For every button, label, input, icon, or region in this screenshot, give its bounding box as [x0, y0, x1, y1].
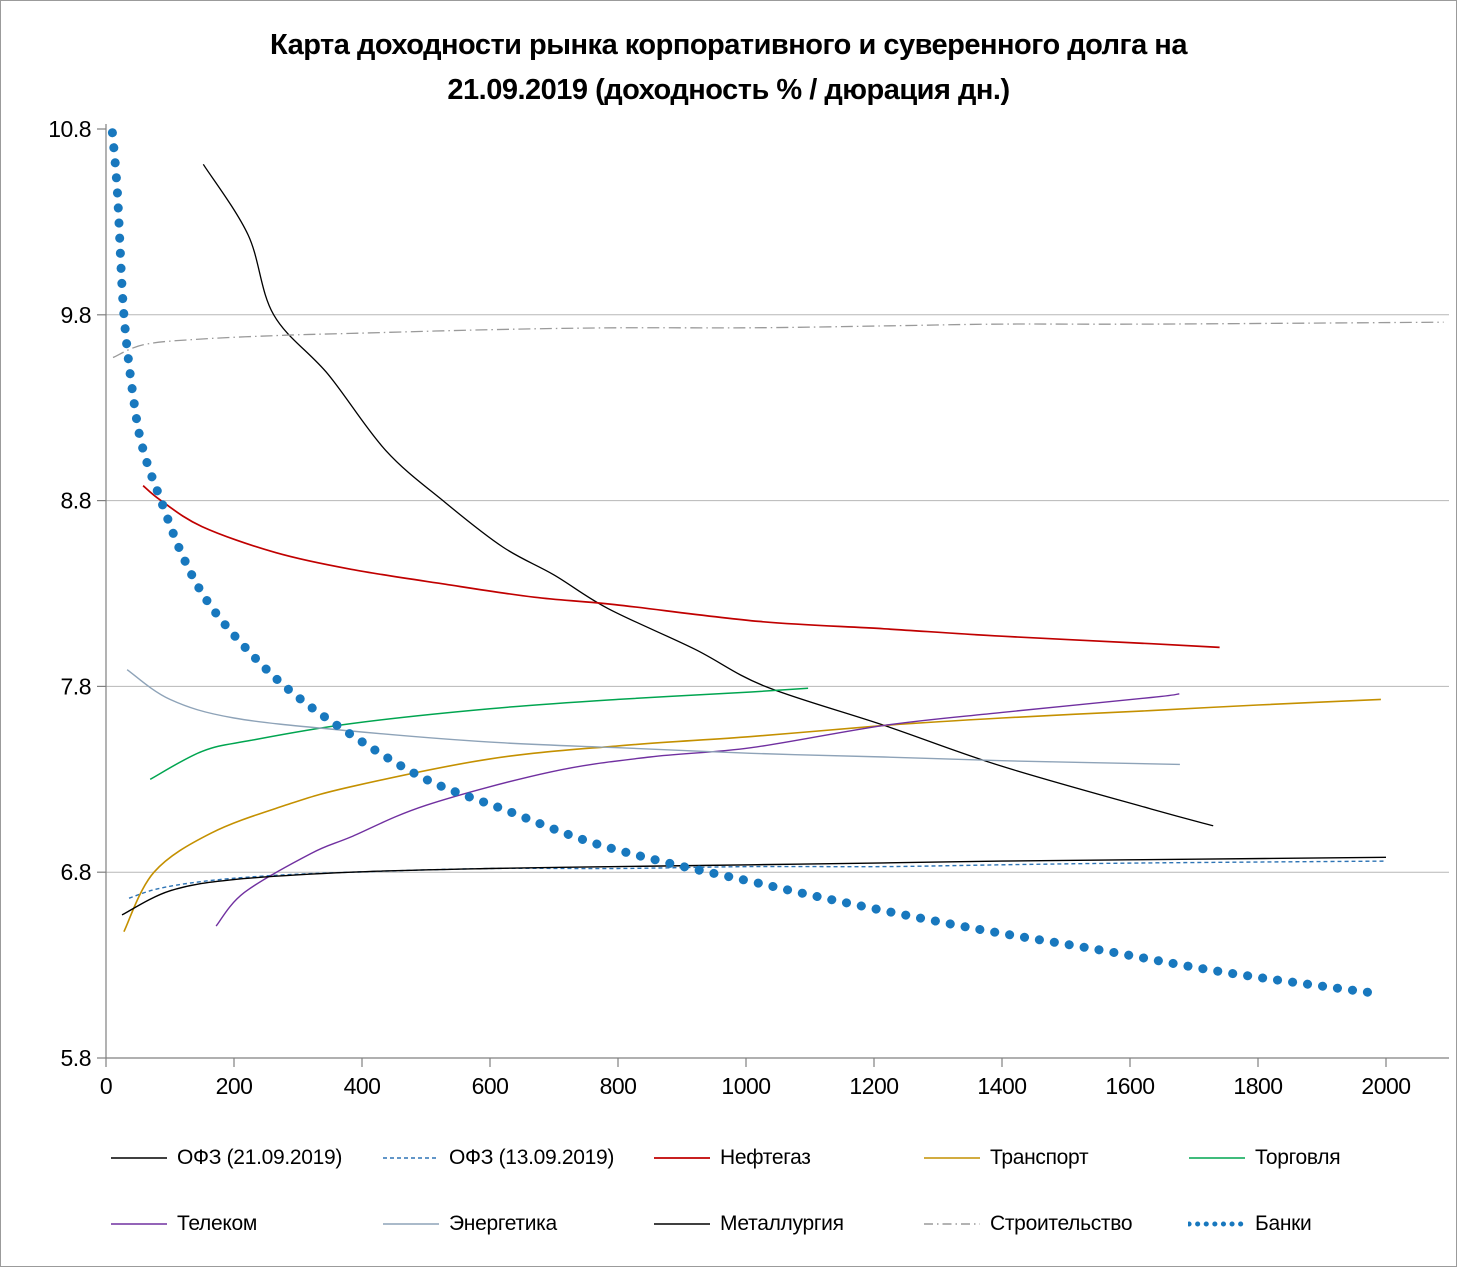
legend-swatch-telekom [111, 1223, 167, 1225]
legend-label-metallurgiya: Металлургия [720, 1212, 844, 1235]
legend-label-neftegaz: Нефтегаз [720, 1146, 811, 1169]
y-tick-label-5.8: 5.8 [61, 1045, 91, 1071]
x-tick-label-1800: 1800 [1233, 1073, 1282, 1099]
legend-swatch-ofz-13-09-2019 [383, 1157, 439, 1159]
legend-swatch-banki [1188, 1221, 1246, 1227]
x-tick-label-2000: 2000 [1361, 1073, 1410, 1099]
legend-item-ofz-21-09-2019: ОФЗ (21.09.2019) [110, 1143, 342, 1173]
legend-label-torgovlya: Торговля [1255, 1146, 1341, 1169]
legend-item-neftegaz: Нефтегаз [653, 1143, 811, 1173]
series-line-neftegaz [142, 485, 1220, 649]
series-line-banki [107, 128, 1378, 998]
series-line-transport [123, 698, 1381, 933]
series-line-stroitelstvo [112, 321, 1444, 359]
legend-row-2: Телеком Энергетика Металлургия Строительств… [1, 1209, 1456, 1239]
legend-item-energetika: Энергетика [382, 1209, 557, 1239]
series-line-ofz-21-09-2019 [202, 163, 1214, 827]
legend-label-ofz-13-09-2019: ОФЗ (13.09.2019) [449, 1146, 615, 1169]
series-line-telekom [215, 693, 1180, 927]
y-tick-label-9.8: 9.8 [61, 302, 91, 328]
x-tick-label-1200: 1200 [849, 1073, 898, 1099]
y-tick-label-10.8: 10.8 [48, 116, 91, 142]
legend-item-banki: Банки [1188, 1209, 1312, 1239]
y-tick-label-7.8: 7.8 [61, 673, 91, 699]
chart-title-line-2: 21.09.2019 (доходность % / дюрация дн.) [447, 74, 1010, 106]
legend-item-stroitelstvo: Строительство [923, 1209, 1133, 1239]
legend-label-telekom: Телеком [177, 1212, 258, 1235]
legend-swatch-transport [924, 1157, 980, 1159]
legend-swatch-stroitelstvo [924, 1223, 980, 1225]
legend-item-telekom: Телеком [110, 1209, 257, 1239]
series-line-energetika [126, 669, 1180, 766]
legend-swatch-metallurgiya [654, 1223, 710, 1225]
x-tick-label-1000: 1000 [721, 1073, 770, 1099]
legend-label-ofz-21-09-2019: ОФЗ (21.09.2019) [177, 1146, 343, 1169]
legend-swatch-ofz-21-09-2019 [111, 1157, 167, 1159]
legend-item-torgovlya: Торговля [1188, 1143, 1341, 1173]
x-tick-label-1400: 1400 [977, 1073, 1026, 1099]
legend-item-ofz-13-09-2019: ОФЗ (13.09.2019) [382, 1143, 614, 1173]
chart-title-line-1: Карта доходности рынка корпоративного и … [270, 29, 1187, 61]
chart-title: Карта доходности рынка корпоративного и … [1, 23, 1456, 113]
legend-swatch-neftegaz [654, 1157, 710, 1159]
legend-swatch-energetika [383, 1223, 439, 1225]
series-line-metallurgiya [121, 856, 1387, 916]
x-tick-label-400: 400 [344, 1073, 381, 1099]
legend-swatch-torgovlya [1189, 1157, 1245, 1159]
legend-row-1: ОФЗ (21.09.2019) ОФЗ (13.09.2019) Нефтегаз… [1, 1143, 1456, 1173]
y-tick-label-6.8: 6.8 [61, 859, 91, 885]
legend-label-stroitelstvo: Строительство [990, 1212, 1133, 1235]
series-line-ofz-13-09-2019 [128, 860, 1387, 899]
x-tick-label-800: 800 [600, 1073, 637, 1099]
series-line-torgovlya [149, 687, 809, 780]
legend-item-metallurgiya: Металлургия [653, 1209, 844, 1239]
x-tick-label-600: 600 [472, 1073, 509, 1099]
x-tick-label-200: 200 [216, 1073, 253, 1099]
legend-label-banki: Банки [1255, 1212, 1312, 1235]
legend-label-energetika: Энергетика [449, 1212, 557, 1235]
x-tick-label-1600: 1600 [1105, 1073, 1154, 1099]
legend-label-transport: Транспорт [990, 1146, 1089, 1169]
legend-item-transport: Транспорт [923, 1143, 1089, 1173]
y-tick-label-8.8: 8.8 [61, 488, 91, 514]
x-tick-label-0: 0 [100, 1073, 112, 1099]
